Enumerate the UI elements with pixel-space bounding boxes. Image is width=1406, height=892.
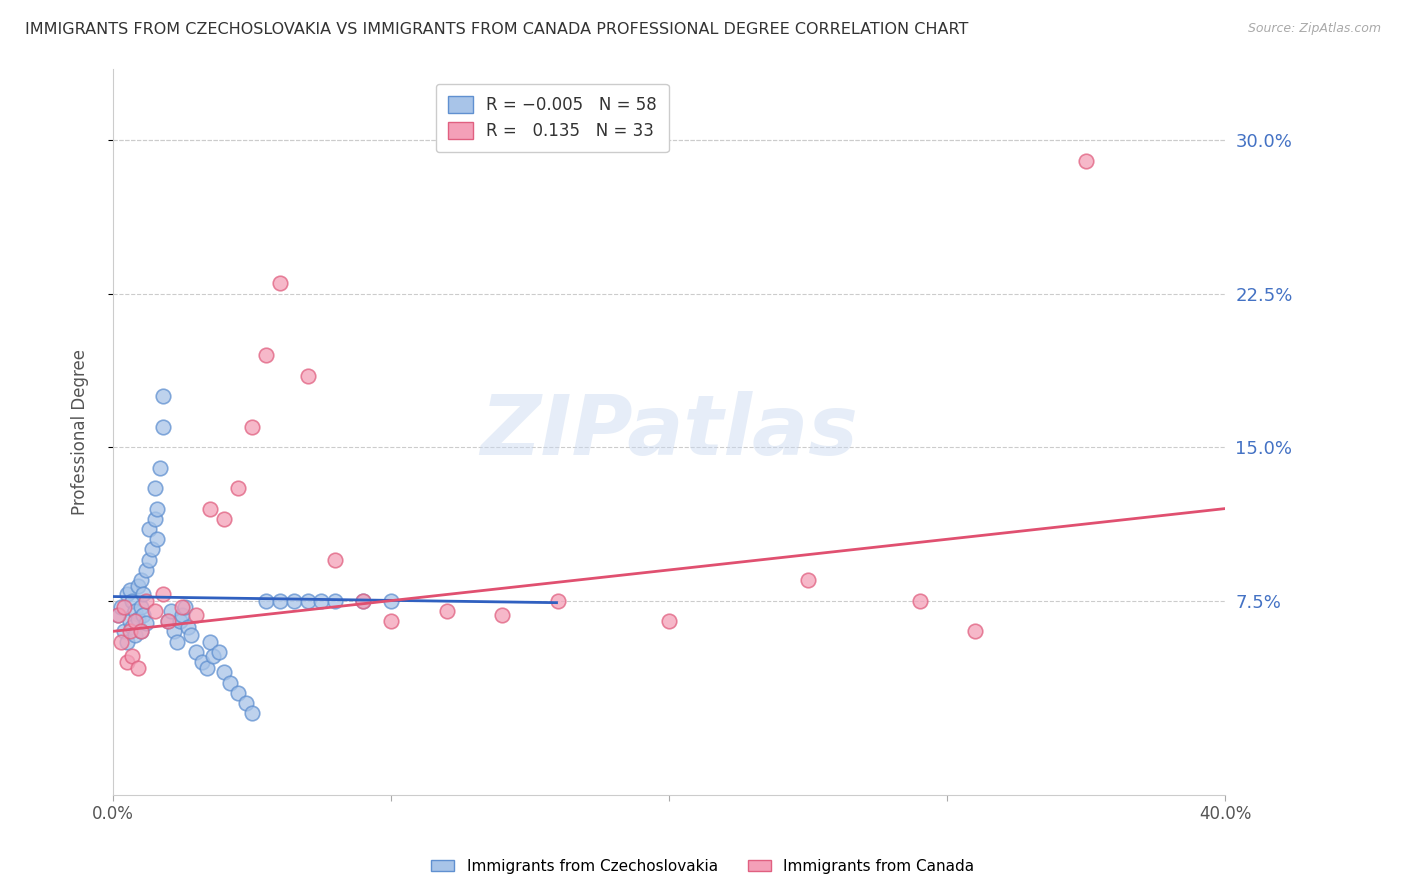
Point bbox=[143, 481, 166, 495]
Point bbox=[166, 634, 188, 648]
Point bbox=[1076, 153, 1098, 168]
Point bbox=[908, 593, 931, 607]
Point bbox=[124, 614, 146, 628]
Point bbox=[283, 593, 305, 607]
Point bbox=[191, 655, 214, 669]
Point bbox=[124, 628, 146, 642]
Point bbox=[107, 607, 129, 622]
Point bbox=[180, 628, 202, 642]
Point bbox=[186, 645, 208, 659]
Point bbox=[138, 522, 160, 536]
Point bbox=[160, 604, 183, 618]
Point bbox=[254, 593, 277, 607]
Point bbox=[157, 614, 180, 628]
Point bbox=[146, 501, 169, 516]
Point bbox=[121, 648, 143, 663]
Point bbox=[169, 614, 191, 628]
Point bbox=[129, 599, 152, 614]
Point bbox=[380, 614, 402, 628]
Point bbox=[112, 624, 135, 639]
Point bbox=[201, 648, 224, 663]
Point bbox=[212, 665, 235, 680]
Point bbox=[325, 593, 347, 607]
Text: Source: ZipAtlas.com: Source: ZipAtlas.com bbox=[1247, 22, 1381, 36]
Point bbox=[965, 624, 987, 639]
Point bbox=[297, 593, 319, 607]
Point bbox=[197, 661, 219, 675]
Point bbox=[152, 389, 174, 403]
Point bbox=[325, 552, 347, 566]
Point bbox=[132, 587, 155, 601]
Legend: Immigrants from Czechoslovakia, Immigrants from Canada: Immigrants from Czechoslovakia, Immigran… bbox=[426, 853, 980, 880]
Point bbox=[110, 599, 132, 614]
Point bbox=[200, 501, 222, 516]
Point bbox=[658, 614, 681, 628]
Point bbox=[143, 604, 166, 618]
Point bbox=[212, 512, 235, 526]
Point bbox=[226, 481, 249, 495]
Point bbox=[129, 573, 152, 587]
Point bbox=[152, 587, 174, 601]
Point bbox=[121, 593, 143, 607]
Point bbox=[547, 593, 569, 607]
Point bbox=[172, 599, 194, 614]
Point bbox=[127, 579, 149, 593]
Point bbox=[115, 587, 138, 601]
Point bbox=[163, 624, 186, 639]
Point bbox=[297, 368, 319, 383]
Point bbox=[143, 512, 166, 526]
Text: IMMIGRANTS FROM CZECHOSLOVAKIA VS IMMIGRANTS FROM CANADA PROFESSIONAL DEGREE COR: IMMIGRANTS FROM CZECHOSLOVAKIA VS IMMIGR… bbox=[25, 22, 969, 37]
Point bbox=[207, 645, 229, 659]
Point bbox=[107, 607, 129, 622]
Point bbox=[200, 634, 222, 648]
Text: ZIPatlas: ZIPatlas bbox=[481, 392, 858, 472]
Point bbox=[254, 348, 277, 362]
Point bbox=[157, 614, 180, 628]
Point bbox=[177, 620, 200, 634]
Point bbox=[269, 593, 291, 607]
Point bbox=[226, 686, 249, 700]
Point bbox=[352, 593, 374, 607]
Point bbox=[797, 573, 820, 587]
Point bbox=[135, 593, 157, 607]
Point bbox=[269, 277, 291, 291]
Point bbox=[141, 542, 163, 557]
Point bbox=[240, 706, 263, 721]
Point bbox=[380, 593, 402, 607]
Legend: R = −0.005   N = 58, R =   0.135   N = 33: R = −0.005 N = 58, R = 0.135 N = 33 bbox=[436, 84, 668, 153]
Point bbox=[218, 675, 240, 690]
Point bbox=[112, 599, 135, 614]
Point bbox=[149, 460, 172, 475]
Point bbox=[127, 612, 149, 626]
Y-axis label: Professional Degree: Professional Degree bbox=[72, 349, 89, 515]
Point bbox=[132, 607, 155, 622]
Point bbox=[118, 583, 141, 598]
Point bbox=[146, 533, 169, 547]
Point bbox=[174, 599, 197, 614]
Point bbox=[129, 624, 152, 639]
Point bbox=[186, 607, 208, 622]
Point bbox=[352, 593, 374, 607]
Point bbox=[436, 604, 458, 618]
Point bbox=[135, 563, 157, 577]
Point bbox=[115, 634, 138, 648]
Point bbox=[118, 614, 141, 628]
Point bbox=[138, 552, 160, 566]
Point bbox=[152, 419, 174, 434]
Point bbox=[311, 593, 333, 607]
Point bbox=[235, 696, 257, 710]
Point bbox=[121, 620, 143, 634]
Point bbox=[118, 624, 141, 639]
Point bbox=[135, 616, 157, 631]
Point bbox=[240, 419, 263, 434]
Point bbox=[115, 655, 138, 669]
Point bbox=[124, 604, 146, 618]
Point bbox=[172, 607, 194, 622]
Point bbox=[491, 607, 513, 622]
Point bbox=[110, 634, 132, 648]
Point bbox=[129, 624, 152, 639]
Point bbox=[127, 661, 149, 675]
